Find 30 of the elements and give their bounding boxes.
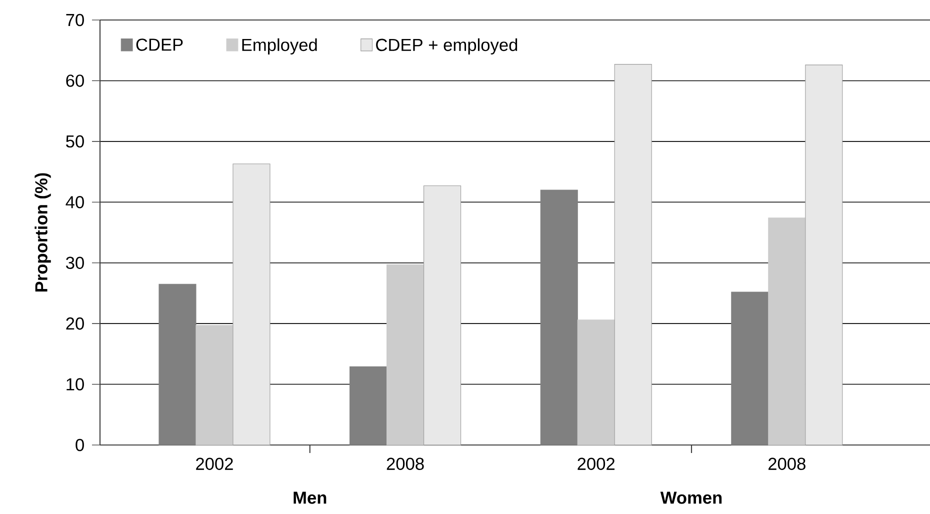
bar xyxy=(577,320,615,446)
bar xyxy=(196,325,234,446)
legend-label: Employed xyxy=(242,38,317,55)
bar xyxy=(731,292,769,446)
y-tick-label: 60 xyxy=(66,74,84,87)
y-tick-label: 10 xyxy=(66,378,84,390)
bar xyxy=(614,64,652,446)
y-tick-label: 0 xyxy=(76,438,84,452)
y-axis-title: Proportion (%) xyxy=(34,173,51,292)
x-tick-label: 2002 xyxy=(196,458,233,470)
text: Men xyxy=(294,492,326,504)
y-tick-label: 50 xyxy=(66,135,84,148)
y-tick-label: 30 xyxy=(66,256,84,269)
y-tick-label: 40 xyxy=(66,196,84,208)
legend-label: CDEP xyxy=(136,38,183,51)
x-tick-label: 2008 xyxy=(386,458,424,470)
y-tick-label: 70 xyxy=(66,14,84,26)
bar xyxy=(768,218,806,446)
bar xyxy=(158,284,196,446)
x-tick-label: 2008 xyxy=(768,458,806,470)
bar xyxy=(424,185,462,446)
bar xyxy=(805,64,843,446)
bar xyxy=(232,164,270,446)
x-tick-label: 2002 xyxy=(578,458,614,470)
bar xyxy=(350,366,388,446)
legend-label: CDEP + employed xyxy=(376,38,518,55)
y-tick-label: 20 xyxy=(66,317,84,330)
bar xyxy=(540,190,578,446)
bar xyxy=(386,264,424,446)
text: Women xyxy=(660,492,722,504)
